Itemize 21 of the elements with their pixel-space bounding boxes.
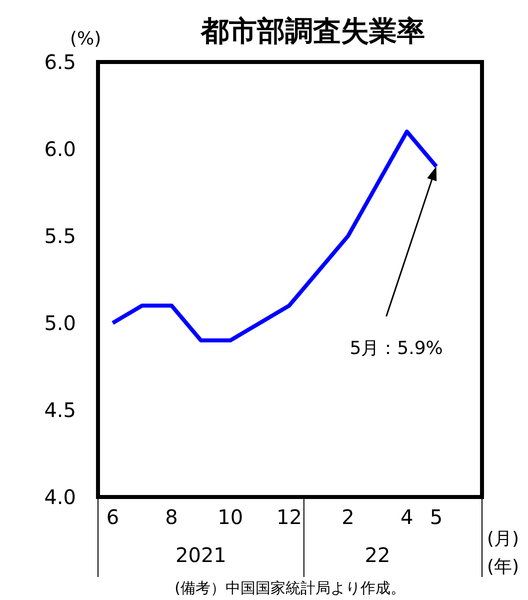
y-tick-label: 4.5 <box>44 398 76 422</box>
annotation: 5月：5.9% <box>350 338 443 359</box>
x-tick-label: 4 <box>400 505 414 529</box>
chart-title: 都市部調査失業率 <box>200 14 425 48</box>
y-tick-label: 5.5 <box>44 224 76 248</box>
x-tick-label: 12 <box>276 505 302 529</box>
y-tick-label: 6.5 <box>44 50 76 74</box>
y-tick-label: 6.0 <box>44 137 76 161</box>
text: (年) <box>487 556 520 578</box>
text: 2021 <box>176 543 226 567</box>
x-tick-label: 5 <box>430 505 443 529</box>
y-tick-label: 5.0 <box>44 311 76 335</box>
x-tick-label: 10 <box>218 505 244 529</box>
y-axis-title: (%) <box>70 28 102 50</box>
x-tick-label: 2 <box>342 505 354 529</box>
text: 22 <box>364 543 390 567</box>
y-tick-label: 4.0 <box>44 485 76 509</box>
text: (備考）中国国家統計局より作成。 <box>174 579 406 597</box>
x-tick-label: 6 <box>106 505 120 529</box>
x-axis-title: (月) <box>487 528 520 550</box>
x-tick-label: 8 <box>165 505 178 529</box>
